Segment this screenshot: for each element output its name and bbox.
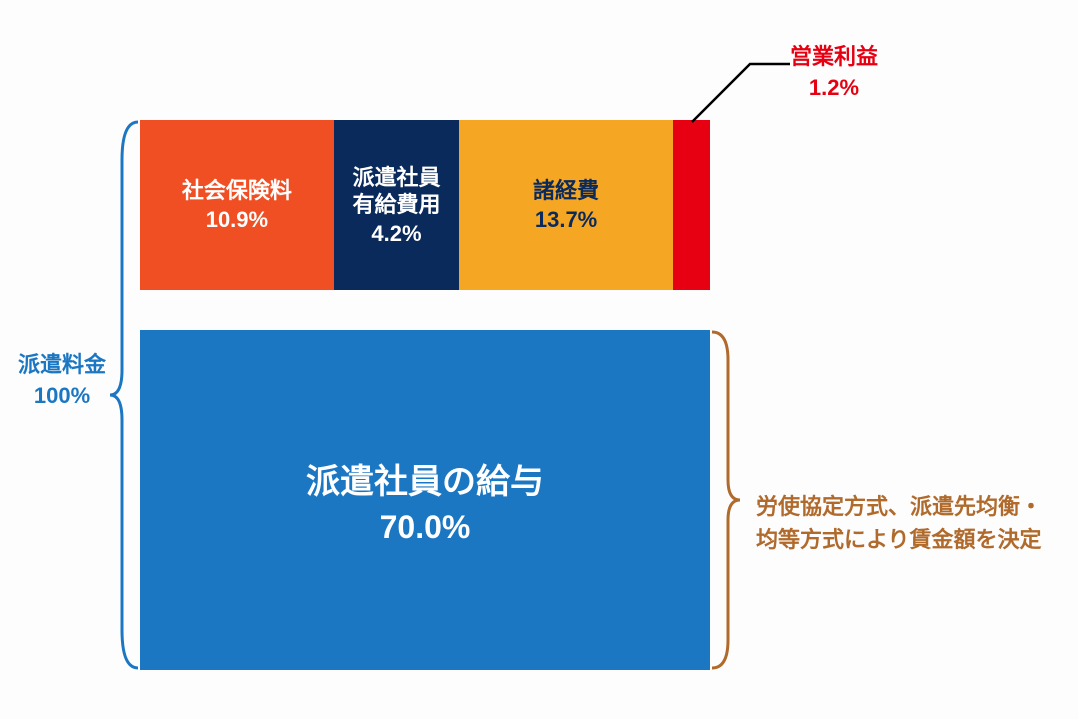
segment-label-0: 社会保険料 xyxy=(182,177,292,205)
salary-pct: 70.0% xyxy=(380,509,471,546)
segment-pct-2: 13.7% xyxy=(535,207,597,233)
profit-label: 営業利益 xyxy=(790,42,878,73)
salary-label: 派遣社員の給与 xyxy=(306,454,544,503)
chart-container: 社会保険料10.9%派遣社員有給費用4.2%諸経費13.7% 派遣社員の給与 7… xyxy=(140,120,710,680)
total-fee-text: 派遣料金 xyxy=(18,350,106,381)
top-segment-2: 諸経費13.7% xyxy=(459,120,673,290)
top-segment-1: 派遣社員有給費用4.2% xyxy=(334,120,459,290)
wage-note-line2: 均等方式により賃金額を決定 xyxy=(756,523,1042,556)
segment-pct-0: 10.9% xyxy=(206,207,268,233)
callout-leader-line xyxy=(690,54,790,124)
segment-pct-1: 4.2% xyxy=(371,221,421,247)
wage-method-note: 労使協定方式、派遣先均衡・ 均等方式により賃金額を決定 xyxy=(756,490,1042,556)
left-bracket xyxy=(108,120,138,670)
top-segment-0: 社会保険料10.9% xyxy=(140,120,334,290)
segment-label-1: 派遣社員有給費用 xyxy=(352,164,440,219)
segment-label-2: 諸経費 xyxy=(533,177,599,205)
top-bar: 社会保険料10.9%派遣社員有給費用4.2%諸経費13.7% xyxy=(140,120,710,290)
profit-pct: 1.2% xyxy=(790,73,878,104)
top-segment-3 xyxy=(673,120,710,290)
profit-callout-label: 営業利益 1.2% xyxy=(790,42,878,104)
total-fee-pct: 100% xyxy=(18,381,106,412)
bottom-bar-salary: 派遣社員の給与 70.0% xyxy=(140,330,710,670)
wage-note-line1: 労使協定方式、派遣先均衡・ xyxy=(756,490,1042,523)
right-bracket xyxy=(712,330,742,670)
total-fee-label: 派遣料金 100% xyxy=(18,350,106,412)
